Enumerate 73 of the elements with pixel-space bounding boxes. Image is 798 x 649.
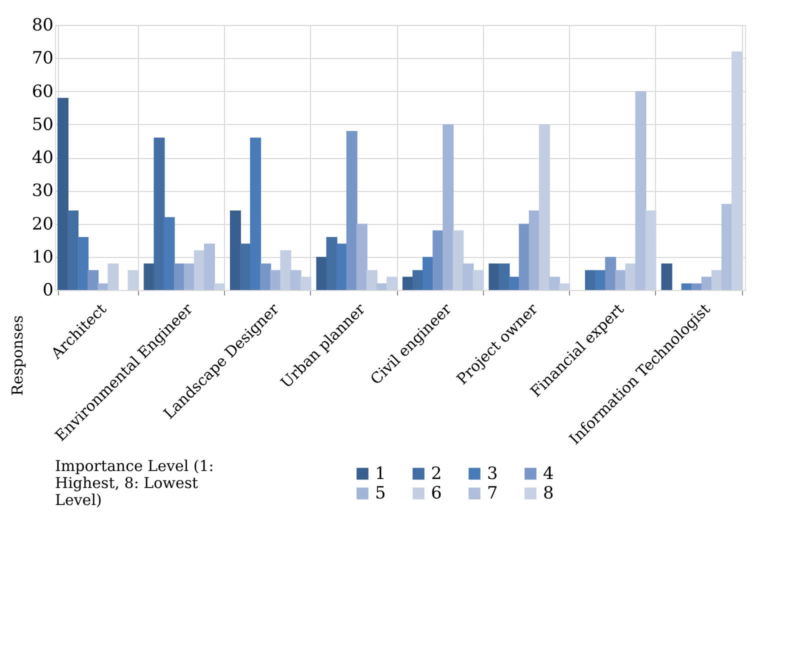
bar [164, 217, 175, 290]
legend-label: 2 [431, 464, 442, 484]
bar [585, 270, 596, 290]
bar [336, 244, 348, 290]
bar [422, 256, 434, 290]
bar [194, 250, 205, 290]
bar [300, 276, 312, 290]
bar [498, 264, 510, 290]
bar [366, 270, 378, 290]
bar [412, 270, 424, 290]
bar [57, 98, 68, 290]
bar [442, 124, 454, 290]
legend-label: 3 [487, 464, 498, 484]
legend-label: 5 [375, 484, 386, 504]
bar [230, 210, 241, 290]
bar [452, 230, 464, 290]
y-tick-label: 0 [42, 280, 54, 300]
bar [346, 131, 358, 290]
bar [528, 210, 540, 290]
bar [280, 250, 292, 290]
legend-label: 7 [487, 484, 498, 504]
bar [270, 270, 282, 290]
bar [645, 210, 656, 290]
bar [559, 283, 570, 290]
legend-title: Importance Level (1: Highest, 8: Lowest Level) [55, 457, 214, 509]
bar [260, 264, 272, 290]
bar [432, 230, 444, 290]
bar [488, 264, 500, 290]
bar [240, 244, 252, 290]
y-tick-label: 80 [32, 16, 54, 36]
bar [595, 270, 606, 290]
bar [290, 270, 302, 290]
bar [605, 256, 616, 290]
bar [386, 276, 398, 290]
y-tick-label: 50 [32, 114, 54, 135]
legend-label: 4 [543, 464, 554, 484]
bar [538, 124, 550, 290]
bar [615, 270, 626, 290]
y-tick-label: 40 [32, 148, 54, 168]
bar [316, 256, 328, 290]
y-tick-label: 70 [32, 48, 54, 69]
legend-label: 1 [375, 464, 386, 484]
y-tick-label: 60 [32, 82, 54, 102]
bar [518, 224, 530, 290]
bar [154, 138, 165, 290]
bar [326, 237, 338, 290]
bar [625, 264, 636, 290]
bar [68, 210, 79, 290]
legend-label: 6 [431, 484, 442, 504]
bar [78, 237, 89, 290]
bar [204, 244, 215, 290]
legend-label: 8 [543, 484, 554, 504]
y-tick-label: 30 [32, 181, 54, 202]
bar [184, 264, 195, 290]
bar [661, 264, 672, 290]
bar [462, 264, 474, 290]
bar [548, 276, 560, 290]
bar [635, 91, 646, 290]
bar [128, 270, 139, 290]
y-axis-title: Responses [8, 315, 26, 396]
y-tick-label: 20 [32, 214, 54, 234]
y-tick-label: 10 [32, 247, 54, 268]
bar [732, 52, 743, 290]
bar [214, 283, 226, 290]
bar [356, 224, 368, 290]
bar [108, 264, 119, 290]
bar [472, 270, 484, 290]
bar [250, 138, 262, 290]
bar [721, 204, 732, 290]
bar [88, 270, 99, 290]
bar [711, 270, 722, 290]
bar [174, 264, 185, 290]
bar [144, 264, 155, 290]
